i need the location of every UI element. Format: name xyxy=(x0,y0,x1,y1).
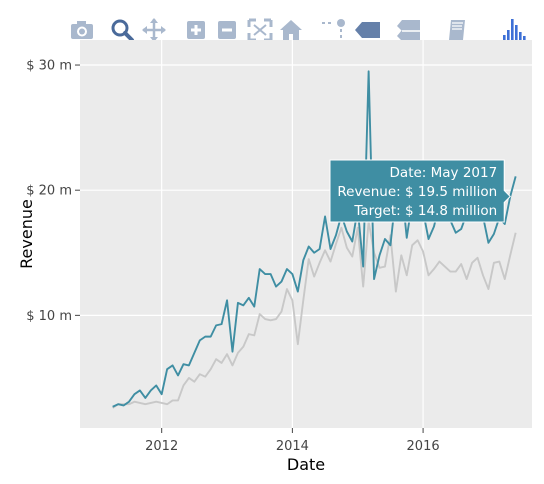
x-tick-label: 2012 xyxy=(145,439,178,454)
hover-revenue-label: Revenue: $ 19.5 million xyxy=(337,184,497,200)
zoom-out-icon[interactable] xyxy=(214,16,242,44)
hover-tooltip: Date: May 2017 Revenue: $ 19.5 million T… xyxy=(329,159,511,223)
modebar xyxy=(0,0,544,42)
zoom-icon[interactable] xyxy=(108,16,136,44)
series-line-target[interactable] xyxy=(112,220,517,409)
x-tick-label: 2014 xyxy=(276,439,309,454)
y-tick-label: $ 30 m xyxy=(26,59,72,74)
y-tick-label: $ 20 m xyxy=(26,184,72,199)
pan-icon[interactable] xyxy=(140,16,168,44)
y-axis-title: Revenue xyxy=(17,199,36,269)
book-icon[interactable] xyxy=(443,16,471,44)
zoom-in-icon[interactable] xyxy=(183,16,211,44)
spike-lines-icon[interactable] xyxy=(319,16,347,44)
plotly-logo-icon[interactable] xyxy=(500,16,528,44)
camera-icon[interactable] xyxy=(68,16,96,44)
hover-date-label: Date: May 2017 xyxy=(390,165,498,181)
hover-compare-icon[interactable] xyxy=(394,16,422,44)
plot-background[interactable] xyxy=(80,40,532,428)
hover-tooltip-box xyxy=(329,159,511,223)
x-tick-labels: 2012 2014 2016 xyxy=(145,428,440,454)
hover-closest-icon[interactable] xyxy=(352,16,380,44)
x-axis-title: Date xyxy=(287,455,325,474)
y-tick-label: $ 10 m xyxy=(26,309,72,324)
hover-target-label: Target: $ 14.8 million xyxy=(353,203,497,219)
home-icon[interactable] xyxy=(277,16,305,44)
x-tick-label: 2016 xyxy=(407,439,440,454)
y-tick-labels: $ 10 m $ 20 m $ 30 m xyxy=(26,59,80,324)
